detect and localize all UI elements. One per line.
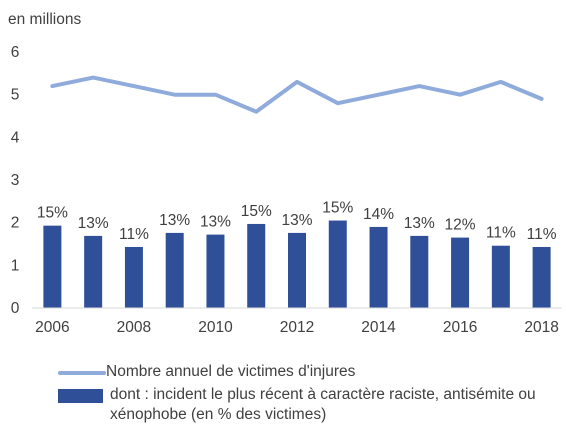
bar-data-label: 13% [404, 215, 435, 232]
legend-line-label: Nombre annuel de victimes d'injures [106, 363, 356, 380]
bar-data-label: 11% [486, 225, 516, 242]
x-tick-label: 2006 [35, 319, 69, 336]
bar-data-label: 13% [78, 215, 109, 232]
bar-data-label: 15% [37, 205, 68, 222]
y-tick-label: 4 [11, 129, 20, 146]
legend-line-swatch [58, 371, 106, 375]
bar [43, 225, 62, 308]
legend-bar-label: dont : incident le plus récent à caractè… [110, 386, 536, 423]
line-series [50, 75, 544, 114]
bar-data-label: 15% [322, 200, 353, 217]
bar [369, 226, 388, 308]
bar [206, 234, 225, 308]
bar [124, 246, 143, 308]
x-tick-label: 2012 [280, 319, 314, 336]
bar [328, 220, 347, 308]
bar-data-label: 13% [281, 212, 312, 229]
bar-data-label: 14% [363, 206, 394, 223]
legend-bar-swatch [58, 389, 103, 403]
bar [410, 235, 429, 308]
y-tick-label: 3 [11, 172, 20, 189]
bar-data-label: 11% [119, 226, 149, 243]
bar [288, 232, 306, 308]
x-tick-label: 2008 [117, 319, 151, 336]
y-tick-label: 5 [11, 87, 20, 104]
x-tick-label: 2010 [198, 319, 233, 336]
bar-data-label: 11% [527, 226, 557, 243]
bar [84, 235, 103, 308]
bar-data-label: 13% [159, 212, 190, 229]
bar [247, 223, 266, 308]
bar-data-label: 15% [241, 203, 272, 220]
bar [451, 237, 470, 308]
bar [532, 246, 551, 308]
y-unit-label: en millions [8, 11, 81, 28]
bar [491, 245, 510, 308]
y-tick-label: 0 [11, 300, 20, 317]
y-tick-label: 6 [11, 44, 20, 61]
y-tick-label: 1 [11, 257, 20, 274]
bar-data-label: 13% [200, 214, 231, 231]
y-tick-label: 2 [11, 215, 20, 232]
x-tick-label: 2016 [443, 319, 477, 336]
bar [165, 232, 184, 308]
x-tick-label: 2018 [524, 319, 558, 336]
x-tick-label: 2014 [361, 319, 396, 336]
bar-data-label: 12% [445, 217, 476, 234]
chart: en millions 0 1 2 3 4 5 6 15% 13% 11% 13% 13% 15% 13… [8, 11, 562, 336]
